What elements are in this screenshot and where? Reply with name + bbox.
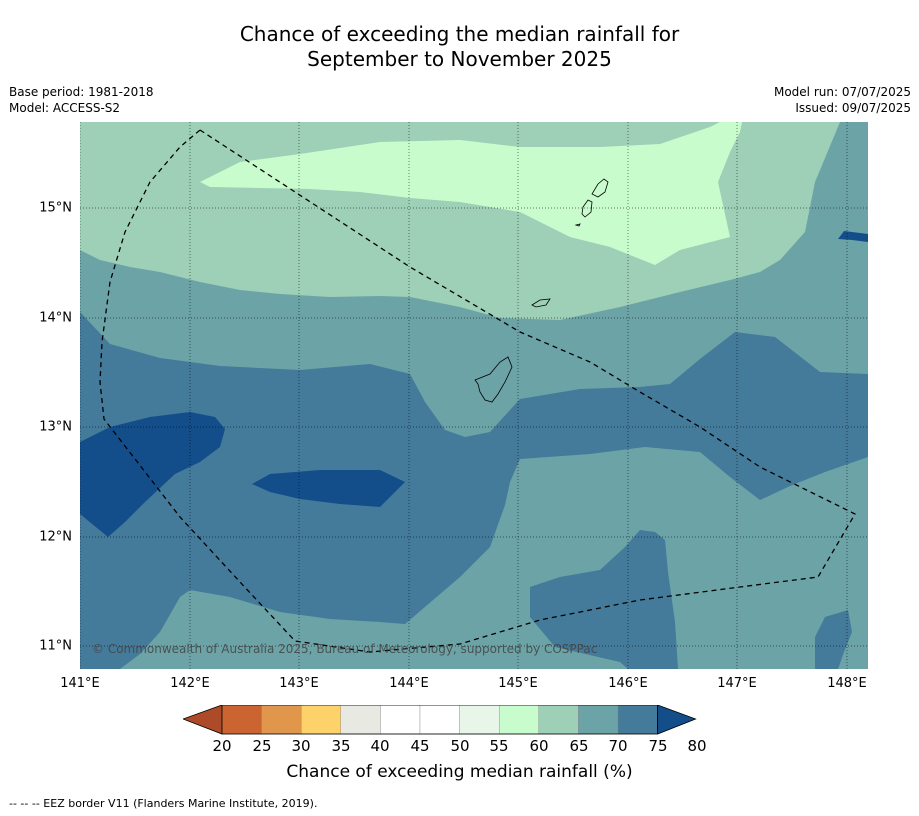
aguijan-island — [574, 223, 581, 227]
colorbar-segment — [578, 704, 619, 735]
islands — [474, 178, 609, 403]
lat-label-12: 12°N — [39, 529, 72, 545]
eez-border — [99, 129, 856, 653]
guam-island — [474, 356, 513, 403]
lon-label-145: 145°E — [498, 676, 538, 691]
cb-tick-80: 80 — [687, 737, 707, 755]
colorbar-segment — [261, 704, 302, 735]
lat-label-15: 15°N — [39, 200, 72, 216]
issued-date: Issued: 09/07/2025 — [795, 101, 911, 115]
cb-tick-30: 30 — [291, 737, 311, 755]
cb-tick-60: 60 — [529, 737, 549, 755]
model-name: Model: ACCESS-S2 — [9, 101, 121, 115]
graticule — [80, 122, 868, 669]
model-run: Model run: 07/07/2025 — [773, 85, 911, 99]
colorbar-svg — [181, 704, 697, 735]
base-period: Base period: 1981-2018 — [9, 85, 154, 99]
cb-tick-65: 65 — [569, 737, 589, 755]
colorbar-segment — [221, 704, 262, 735]
colorbar-segment — [617, 704, 658, 735]
lat-label-13: 13°N — [39, 419, 72, 435]
colorbar-arrow-high — [657, 704, 697, 735]
map-svg — [80, 122, 868, 669]
band-75-80-far-right — [815, 610, 852, 669]
band-75-80-lower-right — [530, 530, 678, 669]
title-line-2: September to November 2025 — [307, 47, 612, 71]
cb-tick-70: 70 — [608, 737, 628, 755]
colorbar-segment — [300, 704, 341, 735]
eez-footnote: -- -- -- EEZ border V11 (Flanders Marine… — [9, 797, 318, 810]
band-60-65 — [200, 122, 742, 265]
cb-tick-45: 45 — [410, 737, 430, 755]
colorbar-outline — [221, 704, 659, 735]
cb-tick-25: 25 — [252, 737, 272, 755]
cb-tick-35: 35 — [331, 737, 351, 755]
cb-tick-20: 20 — [212, 737, 232, 755]
colorbar-label: Chance of exceeding median rainfall (%) — [286, 762, 633, 782]
band-above-80-east — [838, 231, 868, 242]
colorbar-segment — [380, 704, 421, 735]
title-line-1: Chance of exceeding the median rainfall … — [239, 22, 680, 46]
colorbar-segment — [538, 704, 579, 735]
colorbar-segment — [419, 704, 460, 735]
band-above-80-center — [252, 470, 405, 507]
map-area — [80, 122, 868, 669]
meta-left: Base period: 1981-2018 Model: ACCESS-S2 — [9, 84, 154, 116]
colorbar-segment — [499, 704, 540, 735]
colorbar-segment — [340, 704, 381, 735]
map-title: Chance of exceeding the median rainfall … — [0, 22, 919, 72]
colorbar — [181, 704, 739, 739]
cb-tick-50: 50 — [450, 737, 470, 755]
colorbar-segment — [459, 704, 500, 735]
lon-label-144: 144°E — [389, 676, 429, 691]
lat-label-14: 14°N — [39, 310, 72, 326]
colorbar-arrow-low — [181, 704, 223, 735]
lon-label-147: 147°E — [717, 676, 757, 691]
copyright-notice: © Commonwealth of Australia 2025, Bureau… — [92, 642, 598, 656]
lon-label-146: 146°E — [608, 676, 648, 691]
tinian-island — [581, 199, 593, 218]
band-75-80 — [80, 312, 868, 669]
lat-label-11: 11°N — [39, 638, 72, 654]
lon-label-142: 142°E — [170, 676, 210, 691]
rota-island — [531, 298, 551, 308]
cb-tick-55: 55 — [489, 737, 509, 755]
meta-right: Model run: 07/07/2025 Issued: 09/07/2025 — [774, 84, 911, 116]
cb-tick-40: 40 — [370, 737, 390, 755]
lon-label-143: 143°E — [279, 676, 319, 691]
band-above-80-west — [80, 412, 225, 537]
lon-label-141: 141°E — [60, 676, 100, 691]
saipan-island — [591, 178, 609, 198]
lon-label-148: 148°E — [827, 676, 867, 691]
cb-tick-75: 75 — [648, 737, 668, 755]
